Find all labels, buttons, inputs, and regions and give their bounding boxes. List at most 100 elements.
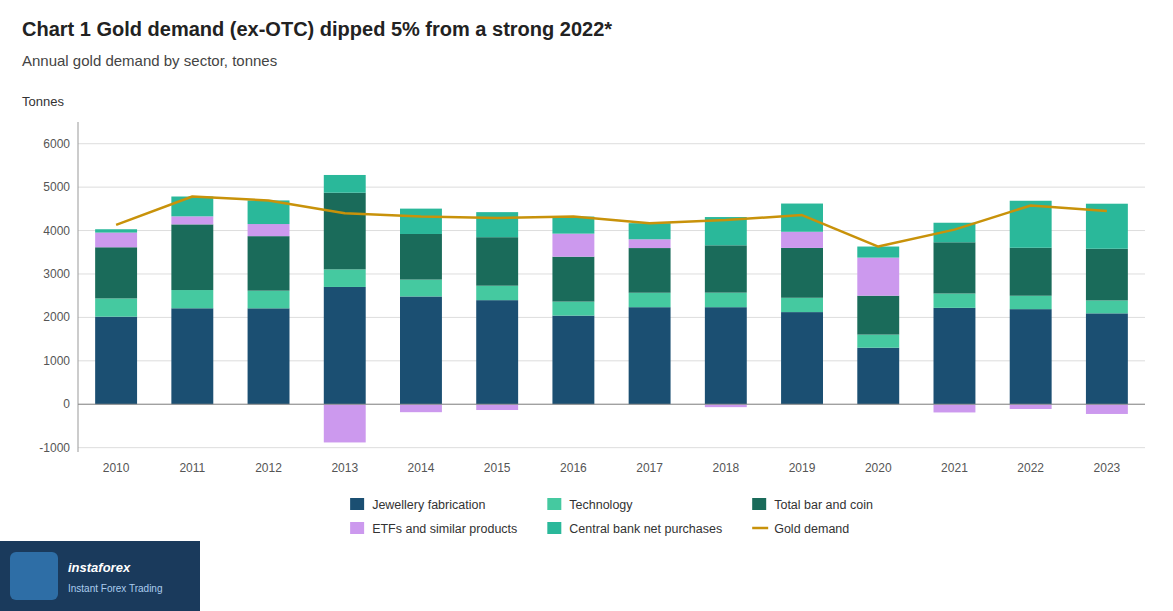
x-tick-label: 2020	[865, 461, 892, 475]
x-tick-label: 2012	[255, 461, 282, 475]
x-tick-label: 2015	[484, 461, 511, 475]
bar	[324, 287, 366, 404]
bar	[476, 300, 518, 404]
legend-label: Technology	[569, 498, 633, 512]
x-tick-label: 2013	[331, 461, 358, 475]
legend-item: Total bar and coin	[752, 498, 873, 512]
bar	[476, 404, 518, 410]
bar	[476, 286, 518, 300]
x-tick-label: 2019	[789, 461, 816, 475]
bar	[95, 317, 137, 405]
bar-series	[95, 193, 1128, 335]
legend: Jewellery fabrication Technology Total bar…	[350, 498, 873, 536]
legend-item: Jewellery fabrication	[350, 498, 485, 512]
bar-series	[95, 216, 1128, 442]
logo-background	[0, 541, 200, 611]
bar	[1086, 404, 1128, 414]
bar	[248, 224, 290, 236]
x-tick-label: 2023	[1094, 461, 1121, 475]
bar	[1086, 313, 1128, 404]
logo-icon	[10, 552, 58, 600]
bar	[781, 204, 823, 232]
bar	[552, 217, 594, 234]
y-tick-label: 4000	[43, 224, 70, 238]
y-tick-label: 5000	[43, 180, 70, 194]
grid	[78, 144, 1145, 448]
legend-swatch	[752, 498, 766, 510]
title: Chart 1 Gold demand (ex-OTC) dipped 5% f…	[22, 18, 612, 40]
bar	[629, 293, 671, 307]
grid-line	[78, 447, 1145, 448]
bar	[324, 404, 366, 442]
x-tick-label: 2021	[941, 461, 968, 475]
bar	[629, 307, 671, 404]
chart: Chart 1 Gold demand (ex-OTC) dipped 5% f…	[0, 0, 1173, 611]
x-tick-label: 2014	[408, 461, 435, 475]
x-tick-label: 2016	[560, 461, 587, 475]
legend-label: Total bar and coin	[774, 498, 873, 512]
y-tick-label: 6000	[43, 137, 70, 151]
bar	[95, 298, 137, 316]
bar	[248, 308, 290, 404]
y-axis-label: Tonnes	[22, 94, 64, 109]
x-tick-label: 2017	[636, 461, 663, 475]
bar	[476, 237, 518, 286]
bar	[629, 223, 671, 239]
bar	[400, 209, 442, 234]
y-tick-label: -1000	[39, 441, 70, 455]
bar	[629, 239, 671, 248]
bar	[95, 233, 137, 248]
bar	[171, 216, 213, 224]
bar	[781, 232, 823, 248]
bar	[781, 312, 823, 404]
bar	[857, 258, 899, 296]
bar	[552, 316, 594, 405]
bar	[552, 257, 594, 302]
legend-swatch	[350, 522, 364, 534]
bar	[1010, 404, 1052, 409]
bar	[171, 308, 213, 404]
x-tick-label: 2018	[712, 461, 739, 475]
legend-swatch	[547, 498, 561, 510]
bar	[629, 248, 671, 293]
bar	[1010, 296, 1052, 309]
grid-line	[78, 187, 1145, 188]
y-tick-label: 3000	[43, 267, 70, 281]
bar	[324, 175, 366, 193]
bar	[400, 234, 442, 280]
bar	[781, 298, 823, 312]
legend-swatch	[752, 527, 768, 530]
bar	[248, 291, 290, 309]
bar	[171, 224, 213, 290]
bar	[857, 348, 899, 405]
bar	[476, 212, 518, 237]
bar	[934, 294, 976, 308]
bar-series	[95, 175, 1128, 258]
subtitle: Annual gold demand by sector, tonnes	[22, 52, 277, 69]
bar	[95, 247, 137, 298]
legend-item: Gold demand	[752, 522, 849, 536]
bar	[95, 229, 137, 232]
legend-label: Central bank net purchases	[569, 522, 722, 536]
bar	[1010, 309, 1052, 404]
bar	[400, 280, 442, 297]
legend-item: Central bank net purchases	[547, 522, 722, 536]
plot-area	[95, 175, 1128, 442]
legend-label: Gold demand	[774, 522, 849, 536]
grid-line	[78, 230, 1145, 231]
bar	[1010, 248, 1052, 296]
grid-line	[78, 273, 1145, 274]
bar	[857, 247, 899, 258]
bar	[781, 248, 823, 298]
line	[116, 197, 1107, 247]
x-tick-label: 2022	[1017, 461, 1044, 475]
bar	[705, 293, 747, 308]
bar	[934, 404, 976, 412]
bar	[171, 197, 213, 217]
bar	[857, 296, 899, 335]
bar	[171, 290, 213, 308]
bar	[934, 308, 976, 404]
grid-line	[78, 404, 1145, 405]
grid-line	[78, 143, 1145, 144]
bar	[1086, 300, 1128, 313]
